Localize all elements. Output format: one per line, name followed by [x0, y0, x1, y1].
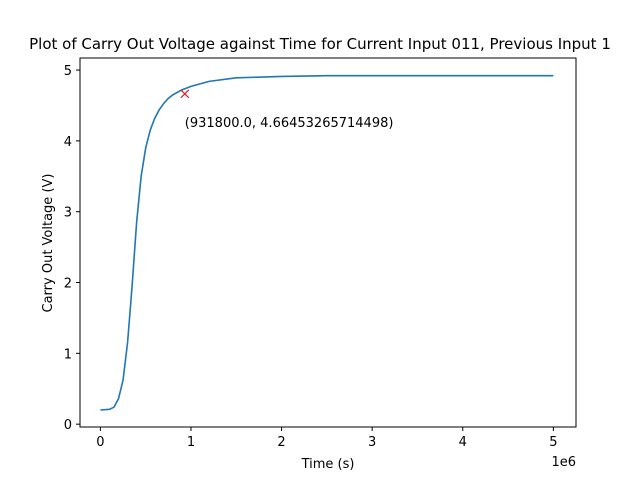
series-line-0 [100, 74, 554, 411]
plot-frame [79, 57, 577, 428]
y-tick-label: 3 [64, 206, 72, 221]
x-axis-offset-label: 1e6 [551, 455, 576, 470]
data-annotation: (931800.0, 4.66453265714498) [185, 116, 394, 131]
x-axis: 0 1 2 3 4 5 [96, 427, 557, 450]
chart-title: Plot of Carry Out Voltage against Time f… [29, 35, 611, 53]
x-tick-label: 4 [459, 435, 467, 450]
y-axis-label: Carry Out Voltage (V) [41, 174, 56, 313]
data-marker [180, 89, 190, 99]
x-tick-label: 1 [187, 435, 195, 450]
y-tick-label: 1 [64, 347, 72, 362]
y-tick-label: 0 [64, 418, 72, 433]
y-tick-label: 5 [64, 64, 72, 79]
plot-area: (931800.0, 4.66453265714498) [79, 57, 577, 428]
y-axis: 0 1 2 3 4 5 [64, 64, 80, 433]
x-tick-label: 0 [96, 435, 104, 450]
x-tick-label: 5 [549, 435, 557, 450]
y-tick-label: 2 [64, 277, 72, 292]
x-tick-label: 2 [277, 435, 285, 450]
x-tick-label: 3 [368, 435, 376, 450]
y-tick-label: 4 [64, 135, 72, 150]
x-axis-label: Time (s) [301, 457, 355, 472]
